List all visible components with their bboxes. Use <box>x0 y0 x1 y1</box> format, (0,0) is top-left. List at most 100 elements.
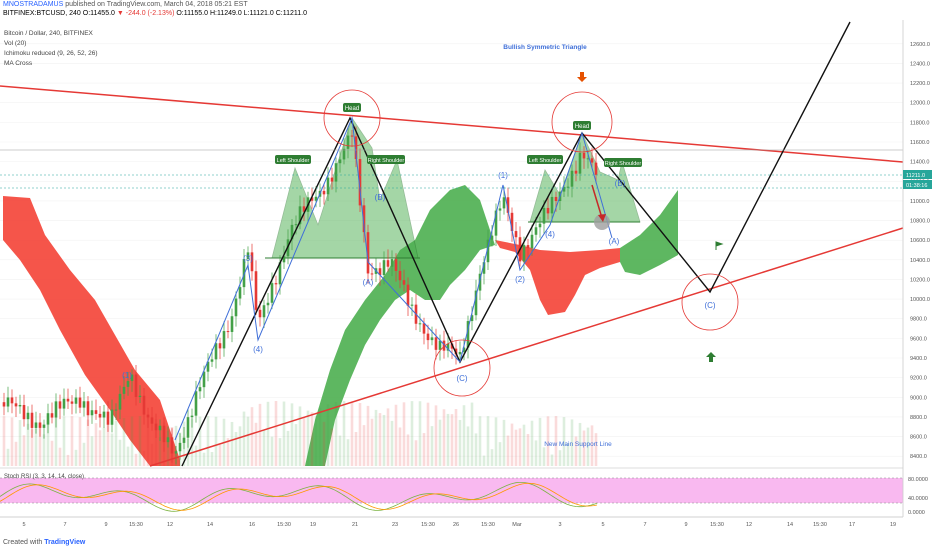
stoch-tick-label: 80.0000 <box>908 477 928 483</box>
y-tick-label: 10200.0 <box>910 277 930 283</box>
volume-bar <box>270 436 274 466</box>
candle-body <box>18 404 22 407</box>
volume-bar <box>278 438 282 466</box>
candle-body <box>102 411 106 418</box>
volume-bar <box>266 401 270 466</box>
candle-body <box>382 260 386 276</box>
candle-body <box>86 401 90 416</box>
left-shoulder-label-1: Left Shoulder <box>277 158 310 164</box>
candle-body <box>170 437 174 454</box>
x-tick-label: 15:30 <box>710 522 724 528</box>
candle-body <box>550 196 554 214</box>
volume-bar <box>470 402 474 466</box>
indicator-line[interactable]: Vol (20) <box>4 40 27 47</box>
candle-body <box>582 152 586 159</box>
candle-body <box>542 207 546 224</box>
price-chart[interactable]: Head Head Left Shoulder Right Shoulder L… <box>0 20 932 535</box>
candle-body <box>106 411 110 425</box>
volume-bar <box>90 436 94 466</box>
symbol-name[interactable]: BITFINEX:BTCUSD, 240 <box>3 10 81 17</box>
candle-body <box>114 409 118 411</box>
volume-bar <box>378 413 382 466</box>
candle-body <box>154 423 158 431</box>
volume-bar <box>190 418 194 466</box>
candle-body <box>130 374 134 382</box>
candle-body <box>290 224 294 240</box>
candle-body <box>498 208 502 211</box>
candle-body <box>534 227 538 235</box>
head-circle-1 <box>323 89 381 147</box>
volume-bar <box>142 450 146 466</box>
created-with-text: Created with <box>3 539 43 546</box>
volume-bar <box>582 430 586 466</box>
volume-bar <box>438 419 442 466</box>
volume-bar <box>290 403 294 466</box>
candle-body <box>358 159 362 206</box>
candle-body <box>442 340 446 351</box>
volume-bar <box>406 434 410 466</box>
volume-bar <box>318 407 322 466</box>
volume-bar <box>110 433 114 466</box>
x-tick-label: 16 <box>249 522 255 528</box>
candle-body <box>78 397 82 408</box>
candle-body <box>214 343 218 360</box>
candle-body <box>50 413 54 418</box>
volume-bar <box>154 419 158 466</box>
volume-bar <box>226 438 230 466</box>
volume-bar <box>554 416 558 466</box>
last-price-tag: 11211.0 <box>906 173 925 179</box>
stoch-tick-label: 0.0000 <box>908 510 925 516</box>
volume-bar <box>518 428 522 466</box>
volume-bar <box>50 440 54 466</box>
candle-body <box>402 280 406 285</box>
candle-body <box>362 205 366 233</box>
volume-bar <box>370 418 374 466</box>
candle-body <box>250 252 254 272</box>
volume-bar <box>82 442 86 466</box>
author-link[interactable]: MNOSTRADAMUS <box>3 1 64 8</box>
volume-bar <box>434 405 438 466</box>
candle-body <box>46 413 50 425</box>
candle-body <box>222 331 226 349</box>
x-tick-label: 17 <box>849 522 855 528</box>
indicator-line[interactable]: Ichimoku reduced (9, 26, 52, 26) <box>4 50 98 57</box>
candle-body <box>526 245 530 249</box>
candle-body <box>406 284 410 306</box>
volume-bar <box>330 428 334 466</box>
candle-body <box>546 207 550 214</box>
indicator-line[interactable]: Bitcoin / Dollar, 240, BITFINEX <box>4 30 93 37</box>
volume-bar <box>58 447 62 466</box>
tradingview-logo[interactable]: TradingView <box>44 539 86 546</box>
volume-bar <box>546 416 550 466</box>
candle-body <box>578 152 582 174</box>
volume-bar <box>430 426 434 466</box>
candle-body <box>450 343 454 349</box>
volume-bar <box>38 424 42 466</box>
volume-bar <box>206 416 210 466</box>
elliott-wave-path-2 <box>459 131 613 363</box>
volume-bar <box>558 450 562 466</box>
volume-bar <box>346 439 350 466</box>
candle-body <box>14 403 18 407</box>
down-arrow-icon <box>577 72 587 82</box>
indicator-line[interactable]: MA Cross <box>4 60 33 67</box>
y-tick-label: 9200.0 <box>910 376 927 382</box>
volume-bar <box>230 421 234 466</box>
y-tick-label: 12400.0 <box>910 61 930 67</box>
volume-bar <box>446 413 450 466</box>
volume-bar <box>478 416 482 466</box>
candle-body <box>502 197 506 209</box>
volume-bar <box>402 402 406 466</box>
candle-body <box>270 283 274 303</box>
candle-body <box>218 343 222 349</box>
volume-bar <box>10 417 14 466</box>
candle-body <box>26 412 30 420</box>
candle-body <box>474 290 478 316</box>
candle-body <box>254 271 258 310</box>
candle-body <box>202 371 206 388</box>
volume-bar <box>458 419 462 466</box>
ichimoku-green-cloud-2 <box>620 190 678 275</box>
x-tick-label: 23 <box>392 522 398 528</box>
candle-body <box>282 256 286 263</box>
candle-body <box>458 351 462 355</box>
